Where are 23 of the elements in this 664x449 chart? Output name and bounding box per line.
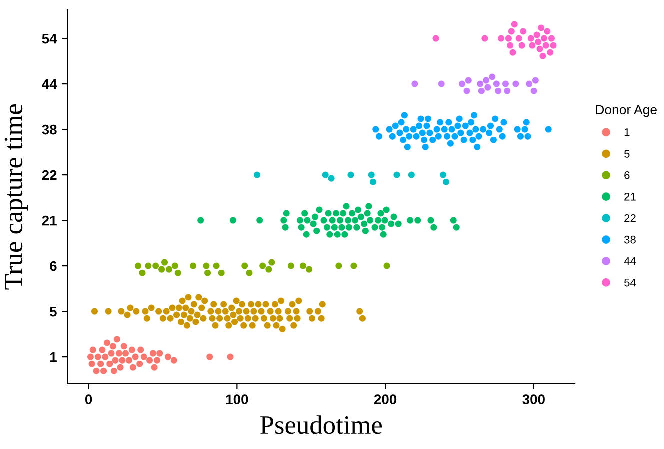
y-tick-label: 21 xyxy=(42,216,57,226)
x-axis-title: Pseudotime xyxy=(260,416,382,434)
x-tick-label: 100 xyxy=(226,394,248,405)
legend-label: 6 xyxy=(624,172,630,180)
legend-title: Donor Age xyxy=(596,105,657,118)
x-tick-label: 300 xyxy=(522,394,545,405)
legend-label: 22 xyxy=(624,214,636,222)
y-tick-label: 1 xyxy=(50,352,57,362)
legend-label: 54 xyxy=(624,278,636,287)
y-axis-title: True capture time xyxy=(4,104,28,290)
x-tick-label: 0 xyxy=(85,394,92,405)
y-tick-label: 44 xyxy=(42,80,58,90)
legend-label: 21 xyxy=(624,192,636,201)
legend-label: 5 xyxy=(624,150,630,158)
legend-label: 1 xyxy=(624,128,630,136)
legend-label: 44 xyxy=(624,257,636,266)
legend-label: 38 xyxy=(624,236,636,244)
y-tick-label: 5 xyxy=(50,307,57,317)
y-tick-label: 6 xyxy=(50,261,57,272)
y-tick-label: 22 xyxy=(42,170,57,180)
x-tick-label: 200 xyxy=(374,394,397,405)
y-tick-label: 38 xyxy=(42,124,57,135)
y-tick-label: 54 xyxy=(42,34,58,44)
